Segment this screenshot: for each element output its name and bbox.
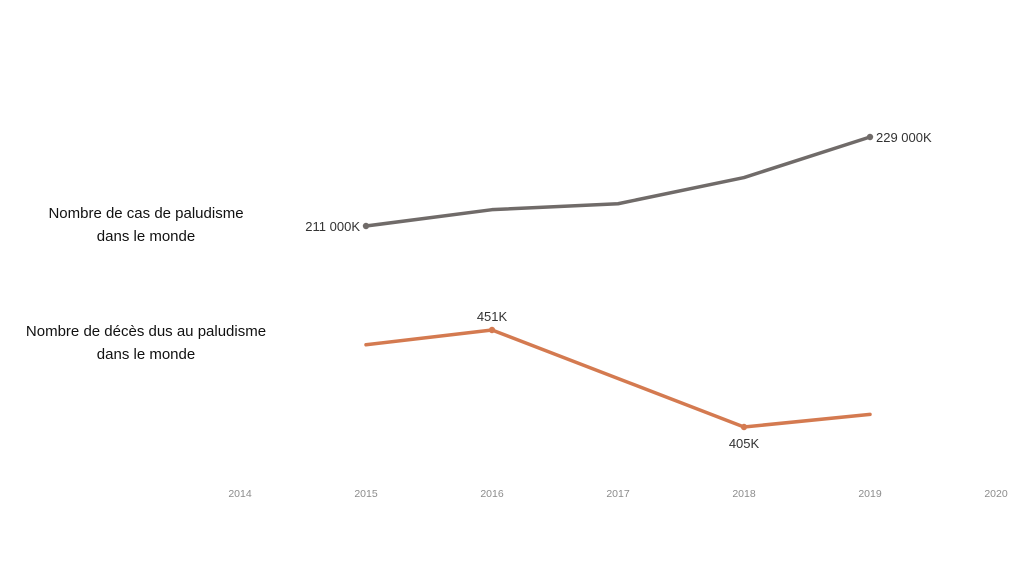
deaths-label-marker-2016 [488,326,496,334]
x-tick-label-2014: 2014 [228,488,252,500]
deaths-series-line [364,328,872,429]
deaths-row-label-line-2: dans le monde [96,346,196,363]
cases-row-label: Nombre de cas de paludisme dans le monde [16,202,276,248]
x-tick-label-2018: 2018 [732,488,756,500]
deaths-data-label-2018: 405K [729,436,760,451]
cases-data-label-2019: 229 000K [876,130,932,145]
cases-row-label-line-1: Nombre de cas de paludisme [48,205,244,222]
cases-data-label-2015: 211 000K [305,219,360,234]
deaths-data-label-2016: 451K [477,309,508,324]
cases-label-marker-2019 [866,133,874,141]
x-tick-label-2015: 2015 [354,488,378,500]
cases-label-marker-2015 [362,222,370,230]
x-tick-label-2020: 2020 [984,488,1008,500]
deaths-row-label-line-1: Nombre de décès dus au paludisme [25,323,267,340]
deaths-label-marker-2018 [740,423,748,431]
cases-series-line [364,135,872,228]
deaths-row-label: Nombre de décès dus au paludisme dans le… [6,320,286,366]
x-tick-label-2016: 2016 [480,488,504,500]
cases-row-label-line-2: dans le monde [96,228,196,245]
x-tick-label-2019: 2019 [858,488,882,500]
x-tick-label-2017: 2017 [606,488,630,500]
